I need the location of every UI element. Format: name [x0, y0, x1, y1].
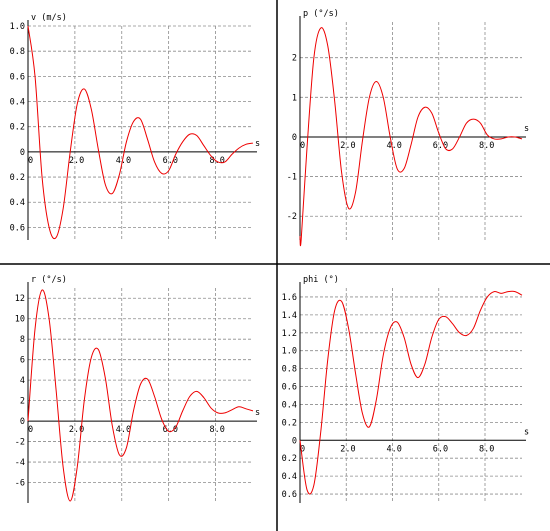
- y-tick-label: 0: [292, 436, 297, 446]
- y-tick-label: 0.6: [282, 383, 297, 393]
- y-tick-label: 4: [20, 376, 25, 386]
- series-line: [299, 27, 523, 247]
- y-tick-label: -1: [287, 173, 297, 183]
- x-tick-label: 4.0: [387, 141, 402, 151]
- y-tick-label: 6: [20, 356, 25, 366]
- y-axis-label: v (m/s): [31, 13, 67, 23]
- y-tick-label: 0.4: [10, 198, 25, 208]
- y-tick-label: 0: [20, 148, 25, 158]
- x-tick-label: 6.0: [433, 444, 448, 454]
- chart-phi: 1.61.41.21.00.80.60.40.200.20.40.60 2.0 4.…: [282, 275, 529, 503]
- y-tick-label: 1.6: [282, 293, 297, 303]
- chart-p: 2 1 0 -1 -2 0 2.0 4.0 6.0 8.0 p (°/s) s: [287, 9, 529, 247]
- x-tick-label: 2.0: [69, 425, 84, 435]
- x-tick-label: 6.0: [433, 141, 448, 151]
- y-tick-label: 1.4: [282, 311, 297, 321]
- x-tick-label: 0: [28, 156, 33, 166]
- y-tick-label: 0.2: [10, 173, 25, 183]
- y-tick-label: 0.8: [282, 365, 297, 375]
- x-tick-label: 0: [300, 444, 305, 454]
- x-tick-label: 8.0: [210, 425, 225, 435]
- x-axis-label: s: [255, 139, 260, 149]
- y-tick-label: 1.0: [10, 22, 25, 32]
- y-tick-label: 0.8: [10, 47, 25, 57]
- y-tick-label: 1: [292, 93, 297, 103]
- y-tick-label: -2: [15, 438, 25, 448]
- series-line: [27, 25, 254, 240]
- x-tick-label: 2.0: [69, 156, 84, 166]
- y-tick-label: 0.6: [10, 72, 25, 82]
- y-tick-label: 8: [20, 335, 25, 345]
- y-tick-label: 0.2: [10, 123, 25, 133]
- x-axis-label: s: [524, 427, 529, 437]
- y-tick-label: 1.2: [282, 329, 297, 339]
- y-tick-label: 2: [292, 54, 297, 64]
- y-tick-label: 0.2: [282, 418, 297, 428]
- y-tick-label: 0.2: [282, 454, 297, 464]
- y-tick-label: 0.4: [10, 98, 25, 108]
- x-tick-label: 4.0: [116, 156, 131, 166]
- y-tick-label: 1.0: [282, 347, 297, 357]
- y-tick-label: 10: [15, 315, 25, 325]
- x-tick-label: 8.0: [210, 156, 225, 166]
- x-tick-label: 8.0: [479, 141, 494, 151]
- chart-v: 1.00.80.60.40.200.20.40.60 2.0 4.0 6.0 8.0v …: [10, 13, 260, 240]
- x-tick-label: 8.0: [479, 444, 494, 454]
- x-tick-label: 4.0: [116, 425, 131, 435]
- series-line: [27, 289, 254, 502]
- x-tick-label: 0: [28, 425, 33, 435]
- x-tick-label: 4.0: [387, 444, 402, 454]
- x-tick-label: 2.0: [340, 141, 355, 151]
- y-tick-label: 0: [292, 133, 297, 143]
- x-axis-label: s: [255, 408, 260, 418]
- x-tick-label: 0: [300, 141, 305, 151]
- y-axis-label: phi (°): [303, 275, 339, 285]
- series-line: [299, 290, 523, 495]
- y-tick-label: 12: [15, 294, 25, 304]
- y-axis-label: r (°/s): [31, 275, 67, 285]
- x-tick-label: 2.0: [340, 444, 355, 454]
- x-tick-label: 6.0: [163, 156, 178, 166]
- y-tick-label: 0: [20, 417, 25, 427]
- x-tick-label: 6.0: [163, 425, 178, 435]
- x-axis-label: s: [524, 124, 529, 134]
- y-tick-label: -2: [287, 212, 297, 222]
- y-tick-label: 0.6: [10, 223, 25, 233]
- y-tick-label: -4: [15, 458, 25, 468]
- y-tick-label: 0.4: [282, 472, 297, 482]
- y-tick-label: 0.4: [282, 400, 297, 410]
- y-tick-label: 2: [20, 397, 25, 407]
- y-tick-label: -6: [15, 479, 25, 489]
- y-axis-label: p (°/s): [303, 9, 339, 19]
- y-tick-label: 0.6: [282, 490, 297, 500]
